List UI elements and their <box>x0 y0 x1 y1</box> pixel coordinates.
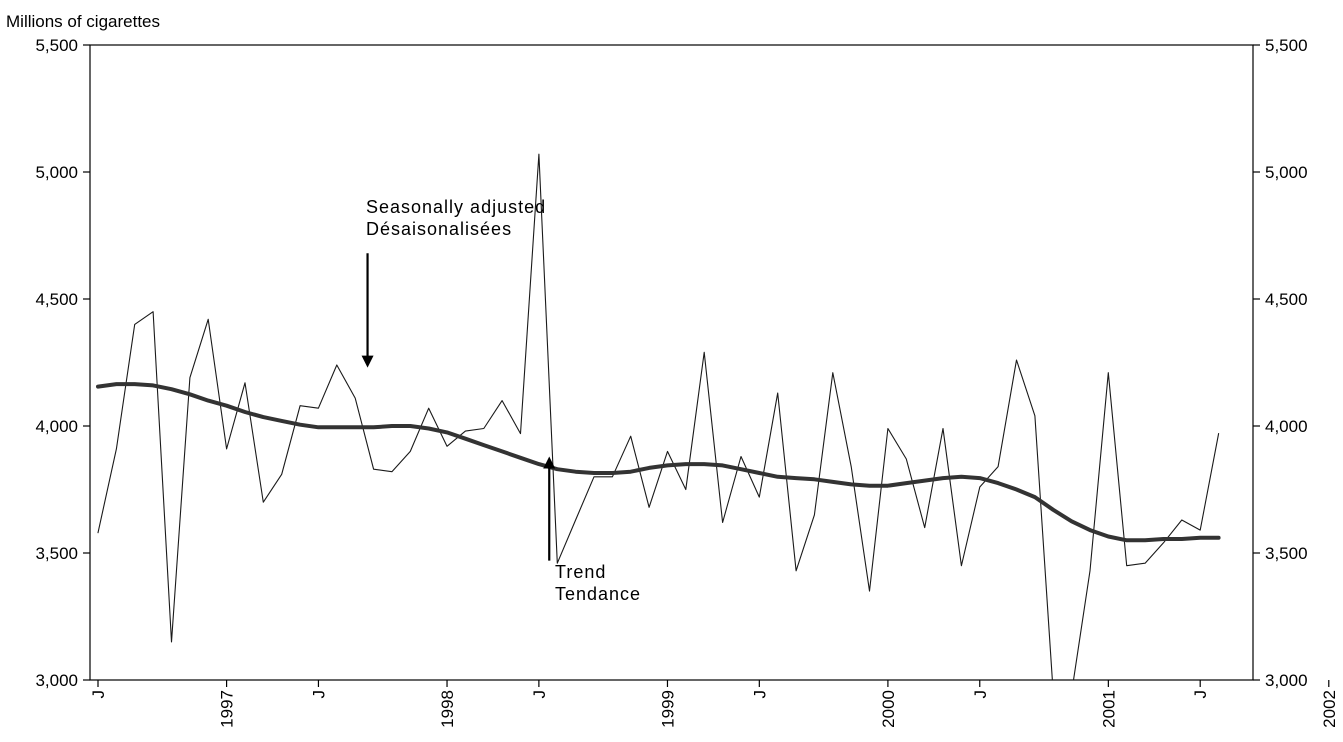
x-axis: J 1997 J 1998 J 1999 J 2000 J 2001 J 2002 <box>89 680 1339 728</box>
y-tick-label-right: 4,000 <box>1265 417 1308 436</box>
x-tick-label: 1998 <box>438 690 457 728</box>
y-tick-label-left: 3,500 <box>35 544 78 563</box>
annotation-arrow-down-head <box>361 355 374 368</box>
y-axis-unit-label: Millions of cigarettes <box>6 12 161 31</box>
annotation-line: Trend <box>555 562 606 582</box>
x-tick-label: J <box>750 690 769 699</box>
y-tick-label-right: 5,500 <box>1265 36 1308 55</box>
series-line-seasonally-adjusted-d-saisonalis-es <box>97 153 1220 680</box>
x-tick-label: 1999 <box>658 690 677 728</box>
x-tick-label: 2000 <box>879 690 898 728</box>
annotation-line: Seasonally adjusted <box>366 197 546 217</box>
x-tick-label: 2001 <box>1099 690 1118 728</box>
annotations: Seasonally adjusted Désaisonalisées Trend T… <box>361 197 641 604</box>
y-tick-label-left: 5,500 <box>35 36 78 55</box>
x-tick-label: J <box>309 690 328 699</box>
x-tick-label: J <box>530 690 549 699</box>
x-tick-label: J <box>1191 690 1210 699</box>
annotation-arrow-up-head <box>543 456 556 469</box>
y-tick-label-right: 3,000 <box>1265 671 1308 690</box>
series-line-trend-tendance <box>96 382 1221 543</box>
y-tick-label-left: 3,000 <box>35 671 78 690</box>
x-tick-label: J <box>971 690 990 699</box>
y-tick-label-right: 3,500 <box>1265 544 1308 563</box>
annotation-line: Désaisonalisées <box>366 219 512 239</box>
left-y-axis: 3,000 3,500 4,000 4,500 5,000 5,500 <box>35 36 90 690</box>
right-y-axis: 3,000 3,500 4,000 4,500 5,000 5,500 <box>1253 36 1308 690</box>
y-tick-label-left: 5,000 <box>35 163 78 182</box>
y-tick-label-left: 4,000 <box>35 417 78 436</box>
x-tick-label: 2002 <box>1320 690 1339 728</box>
annotation-line: Tendance <box>555 584 641 604</box>
plot-frame <box>89 44 1254 681</box>
x-tick-label: J <box>89 690 108 699</box>
y-tick-label-left: 4,500 <box>35 290 78 309</box>
x-tick-label: 1997 <box>218 690 237 728</box>
y-tick-label-right: 4,500 <box>1265 290 1308 309</box>
series-layer <box>96 153 1221 680</box>
annotation-seasonally-adjusted: Seasonally adjusted Désaisonalisées <box>366 197 546 239</box>
annotation-trend: Trend Tendance <box>555 562 641 604</box>
y-tick-label-right: 5,000 <box>1265 163 1308 182</box>
